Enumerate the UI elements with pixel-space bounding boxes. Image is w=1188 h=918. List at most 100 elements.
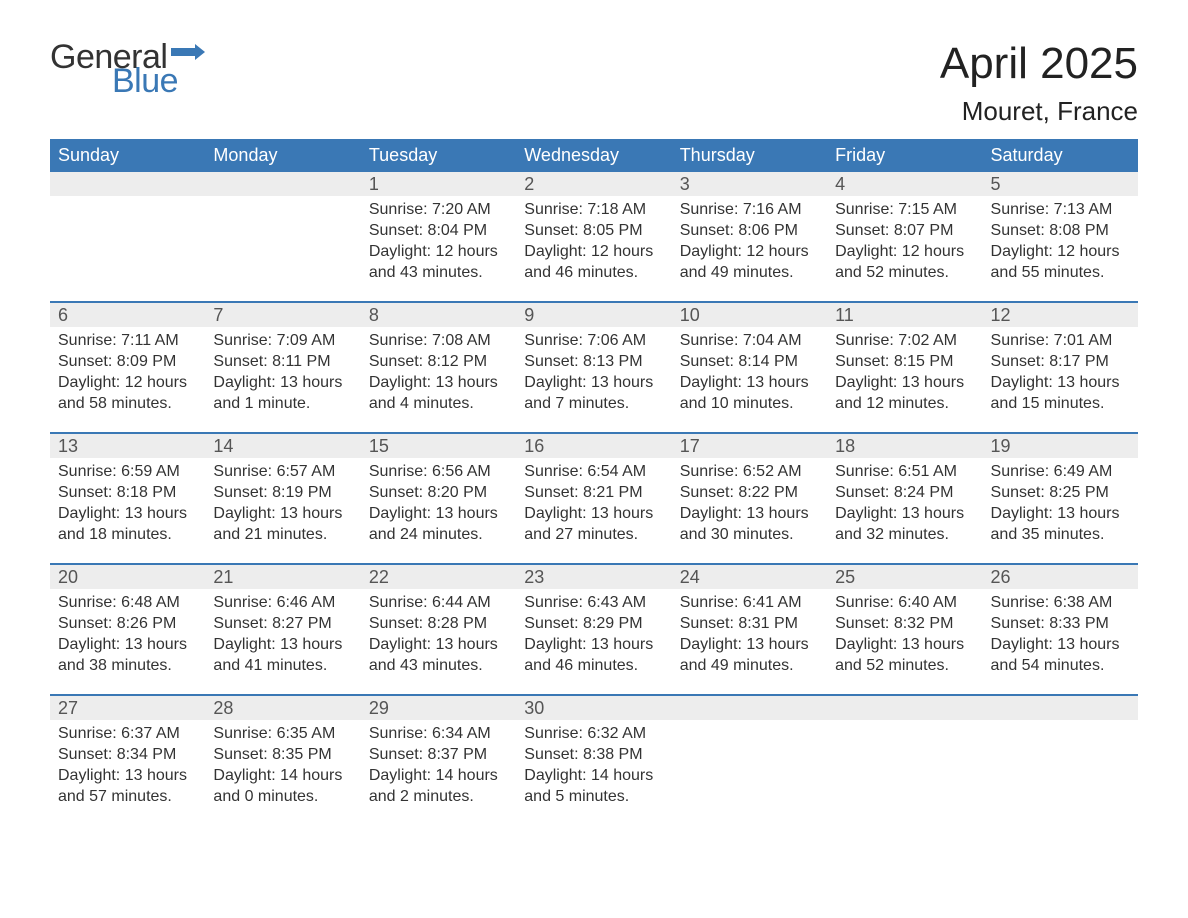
day-cell: 23Sunrise: 6:43 AMSunset: 8:29 PMDayligh… — [516, 565, 671, 694]
sunset-text: Sunset: 8:11 PM — [213, 352, 352, 373]
weekday-header: Friday — [827, 139, 982, 172]
daylight-line2: and 49 minutes. — [680, 263, 819, 284]
day-cell: 2Sunrise: 7:18 AMSunset: 8:05 PMDaylight… — [516, 172, 671, 301]
daylight-line1: Daylight: 14 hours — [524, 766, 663, 787]
daylight-line1: Daylight: 13 hours — [524, 635, 663, 656]
daylight-line2: and 41 minutes. — [213, 656, 352, 677]
day-number: 29 — [361, 696, 516, 720]
sunrise-text: Sunrise: 7:20 AM — [369, 200, 508, 221]
day-details: Sunrise: 7:15 AMSunset: 8:07 PMDaylight:… — [827, 196, 982, 291]
daylight-line1: Daylight: 13 hours — [680, 373, 819, 394]
day-number: 25 — [827, 565, 982, 589]
week-row: 20Sunrise: 6:48 AMSunset: 8:26 PMDayligh… — [50, 565, 1138, 694]
sunset-text: Sunset: 8:12 PM — [369, 352, 508, 373]
daylight-line2: and 7 minutes. — [524, 394, 663, 415]
day-details: Sunrise: 6:35 AMSunset: 8:35 PMDaylight:… — [205, 720, 360, 815]
day-number-bar — [50, 172, 205, 196]
daylight-line1: Daylight: 12 hours — [835, 242, 974, 263]
sunrise-text: Sunrise: 6:44 AM — [369, 593, 508, 614]
daylight-line1: Daylight: 13 hours — [369, 373, 508, 394]
sunset-text: Sunset: 8:35 PM — [213, 745, 352, 766]
sunrise-text: Sunrise: 6:48 AM — [58, 593, 197, 614]
daylight-line1: Daylight: 13 hours — [680, 504, 819, 525]
sunset-text: Sunset: 8:18 PM — [58, 483, 197, 504]
day-details: Sunrise: 6:43 AMSunset: 8:29 PMDaylight:… — [516, 589, 671, 684]
day-details: Sunrise: 7:11 AMSunset: 8:09 PMDaylight:… — [50, 327, 205, 422]
sunset-text: Sunset: 8:15 PM — [835, 352, 974, 373]
day-number: 30 — [516, 696, 671, 720]
sunrise-text: Sunrise: 7:02 AM — [835, 331, 974, 352]
calendar-page: General Blue April 2025 Mouret, France S… — [0, 0, 1188, 918]
daylight-line1: Daylight: 13 hours — [680, 635, 819, 656]
sunrise-text: Sunrise: 6:40 AM — [835, 593, 974, 614]
week-row: 6Sunrise: 7:11 AMSunset: 8:09 PMDaylight… — [50, 303, 1138, 432]
daylight-line2: and 0 minutes. — [213, 787, 352, 808]
day-number: 6 — [50, 303, 205, 327]
sunset-text: Sunset: 8:38 PM — [524, 745, 663, 766]
day-details: Sunrise: 6:44 AMSunset: 8:28 PMDaylight:… — [361, 589, 516, 684]
daylight-line2: and 35 minutes. — [991, 525, 1130, 546]
sunset-text: Sunset: 8:27 PM — [213, 614, 352, 635]
daylight-line1: Daylight: 13 hours — [524, 373, 663, 394]
day-cell: 28Sunrise: 6:35 AMSunset: 8:35 PMDayligh… — [205, 696, 360, 824]
sunset-text: Sunset: 8:26 PM — [58, 614, 197, 635]
calendar-body: 1Sunrise: 7:20 AMSunset: 8:04 PMDaylight… — [50, 172, 1138, 824]
day-cell — [983, 696, 1138, 824]
day-number: 24 — [672, 565, 827, 589]
daylight-line2: and 54 minutes. — [991, 656, 1130, 677]
sunset-text: Sunset: 8:04 PM — [369, 221, 508, 242]
day-details: Sunrise: 7:20 AMSunset: 8:04 PMDaylight:… — [361, 196, 516, 291]
day-details: Sunrise: 7:18 AMSunset: 8:05 PMDaylight:… — [516, 196, 671, 291]
day-cell: 4Sunrise: 7:15 AMSunset: 8:07 PMDaylight… — [827, 172, 982, 301]
day-number-bar — [672, 696, 827, 720]
daylight-line1: Daylight: 13 hours — [58, 504, 197, 525]
sunset-text: Sunset: 8:37 PM — [369, 745, 508, 766]
sunset-text: Sunset: 8:19 PM — [213, 483, 352, 504]
weekday-header: Monday — [205, 139, 360, 172]
day-number: 4 — [827, 172, 982, 196]
day-details: Sunrise: 7:13 AMSunset: 8:08 PMDaylight:… — [983, 196, 1138, 291]
day-cell: 20Sunrise: 6:48 AMSunset: 8:26 PMDayligh… — [50, 565, 205, 694]
day-number: 13 — [50, 434, 205, 458]
sunset-text: Sunset: 8:06 PM — [680, 221, 819, 242]
day-number-bar — [205, 172, 360, 196]
day-cell: 30Sunrise: 6:32 AMSunset: 8:38 PMDayligh… — [516, 696, 671, 824]
day-cell: 11Sunrise: 7:02 AMSunset: 8:15 PMDayligh… — [827, 303, 982, 432]
day-cell: 9Sunrise: 7:06 AMSunset: 8:13 PMDaylight… — [516, 303, 671, 432]
daylight-line1: Daylight: 13 hours — [58, 635, 197, 656]
daylight-line2: and 2 minutes. — [369, 787, 508, 808]
daylight-line1: Daylight: 13 hours — [369, 504, 508, 525]
day-cell: 5Sunrise: 7:13 AMSunset: 8:08 PMDaylight… — [983, 172, 1138, 301]
day-details: Sunrise: 6:52 AMSunset: 8:22 PMDaylight:… — [672, 458, 827, 553]
day-number: 5 — [983, 172, 1138, 196]
daylight-line1: Daylight: 13 hours — [991, 635, 1130, 656]
weekday-header-row: Sunday Monday Tuesday Wednesday Thursday… — [50, 139, 1138, 172]
sunrise-text: Sunrise: 7:15 AM — [835, 200, 974, 221]
day-cell: 10Sunrise: 7:04 AMSunset: 8:14 PMDayligh… — [672, 303, 827, 432]
week-row: 1Sunrise: 7:20 AMSunset: 8:04 PMDaylight… — [50, 172, 1138, 301]
sunset-text: Sunset: 8:13 PM — [524, 352, 663, 373]
day-number: 7 — [205, 303, 360, 327]
day-details: Sunrise: 6:56 AMSunset: 8:20 PMDaylight:… — [361, 458, 516, 553]
day-number: 11 — [827, 303, 982, 327]
daylight-line2: and 24 minutes. — [369, 525, 508, 546]
day-cell: 24Sunrise: 6:41 AMSunset: 8:31 PMDayligh… — [672, 565, 827, 694]
day-details: Sunrise: 7:04 AMSunset: 8:14 PMDaylight:… — [672, 327, 827, 422]
day-details: Sunrise: 6:32 AMSunset: 8:38 PMDaylight:… — [516, 720, 671, 815]
day-details: Sunrise: 7:08 AMSunset: 8:12 PMDaylight:… — [361, 327, 516, 422]
sunrise-text: Sunrise: 6:34 AM — [369, 724, 508, 745]
day-number: 17 — [672, 434, 827, 458]
sunrise-text: Sunrise: 6:37 AM — [58, 724, 197, 745]
sunrise-text: Sunrise: 7:13 AM — [991, 200, 1130, 221]
sunrise-text: Sunrise: 6:59 AM — [58, 462, 197, 483]
daylight-line2: and 15 minutes. — [991, 394, 1130, 415]
day-details: Sunrise: 7:01 AMSunset: 8:17 PMDaylight:… — [983, 327, 1138, 422]
sunrise-text: Sunrise: 6:56 AM — [369, 462, 508, 483]
day-details: Sunrise: 7:02 AMSunset: 8:15 PMDaylight:… — [827, 327, 982, 422]
day-number: 16 — [516, 434, 671, 458]
day-number: 23 — [516, 565, 671, 589]
title-block: April 2025 Mouret, France — [940, 40, 1138, 127]
day-details: Sunrise: 6:34 AMSunset: 8:37 PMDaylight:… — [361, 720, 516, 815]
daylight-line1: Daylight: 12 hours — [524, 242, 663, 263]
daylight-line2: and 43 minutes. — [369, 263, 508, 284]
